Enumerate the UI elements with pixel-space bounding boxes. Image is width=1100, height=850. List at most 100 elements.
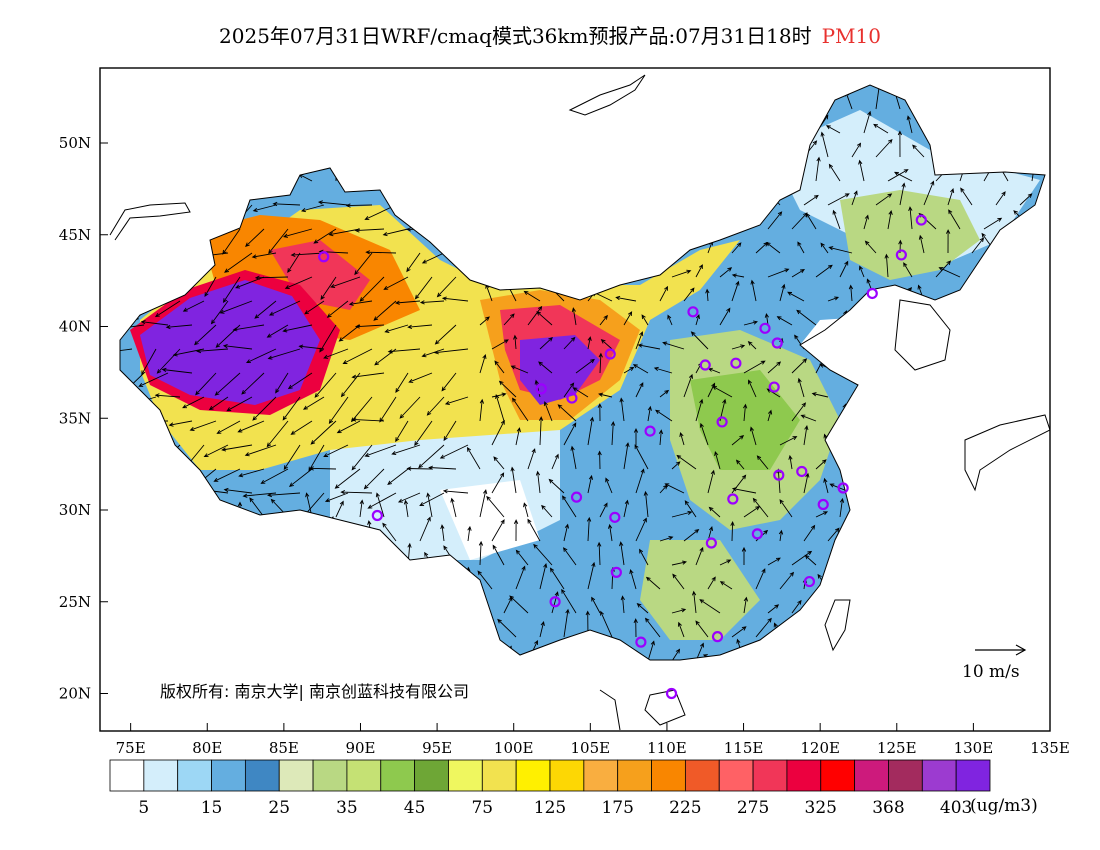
wind-arrow: [597, 541, 602, 566]
wind-arrow: [539, 620, 545, 638]
colorbar-tick-label: 368: [872, 798, 904, 818]
wind-arrow: [755, 568, 766, 590]
bohai-sea: [800, 318, 852, 370]
wind-arrow: [644, 617, 661, 638]
wind-arrow: [498, 380, 517, 398]
taiwan-island: [824, 599, 851, 652]
wind-arrow: [509, 595, 529, 614]
wind-arrow: [587, 416, 595, 446]
hainan-island: [644, 689, 686, 726]
wind-arrow: [491, 519, 505, 542]
station-marker: [773, 469, 785, 481]
wind-arrow: [515, 549, 529, 566]
wind-arrow: [214, 372, 241, 396]
wind-arrow: [695, 620, 709, 638]
wind-arrow: [399, 396, 421, 419]
wind-arrow: [947, 188, 955, 206]
wind-arrow: [407, 324, 433, 330]
wind-arrow: [302, 396, 325, 410]
lon-tick-label: 100E: [494, 739, 534, 757]
wind-arrow: [800, 414, 817, 422]
wind-arrow: [538, 416, 544, 446]
wind-arrow: [887, 209, 893, 230]
map-frame: [99, 67, 1051, 732]
wind-arrow: [538, 361, 553, 374]
station-marker: [768, 381, 780, 393]
latitude-labels: 50N 45N 40N 35N 30N 25N 20N: [59, 134, 91, 703]
wind-arrow: [237, 420, 265, 433]
wind-arrow: [479, 354, 487, 374]
wind-arrow: [466, 446, 481, 470]
wind-arrow: [1065, 234, 1068, 253]
wind-arrow: [557, 404, 577, 422]
wind-arrow: [232, 324, 265, 332]
station-marker: [566, 392, 578, 404]
wind-arrow: [767, 361, 782, 374]
station-marker: [771, 337, 783, 349]
wind-arrow: [203, 444, 229, 458]
wind-arrow: [354, 252, 373, 276]
wind-arrow: [598, 352, 603, 374]
wind-arrow: [731, 626, 747, 638]
wind-arrow: [434, 324, 457, 345]
wind-arrow: [319, 324, 337, 353]
japan-islands: [964, 414, 1050, 492]
wind-arrow: [154, 393, 181, 398]
wind-arrow: [382, 228, 409, 237]
wind-arrow: [788, 454, 793, 470]
wind-arrow: [345, 203, 373, 208]
wind-arrow: [260, 468, 289, 484]
wind-arrow: [756, 455, 769, 470]
wind-arrow: [252, 396, 277, 421]
wind-arrow: [539, 562, 548, 590]
wind-scale-reference: 10 m/s: [962, 644, 1027, 682]
wind-arrow: [749, 426, 757, 446]
colorbar-swatch: [278, 759, 314, 792]
wind-arrow: [600, 610, 613, 638]
station-marker: [866, 287, 878, 300]
wind-arrow: [643, 490, 649, 518]
wind-arrow: [493, 456, 505, 470]
wind-arrow: [743, 320, 758, 326]
lat-tick-label: 40N: [59, 318, 91, 336]
south-china-moderate-area: [640, 540, 760, 640]
wind-arrow: [288, 468, 313, 487]
wind-arrow: [375, 492, 385, 518]
wind-arrow: [743, 403, 748, 422]
wind-arrow: [695, 264, 703, 278]
wind-arrow: [1064, 434, 1068, 445]
lat-tick-label: 20N: [59, 685, 91, 703]
wind-arrow: [394, 300, 421, 305]
wind-arrow: [563, 422, 577, 446]
colorbar-tick-label: 275: [737, 798, 769, 818]
station-marker: [635, 636, 647, 648]
wind-arrow: [752, 497, 769, 518]
wind-arrow: [671, 510, 693, 518]
wind-arrow: [467, 525, 472, 542]
wind-arrow: [478, 540, 484, 566]
wind-arrow: [495, 394, 505, 422]
wind-arrow: [272, 201, 301, 207]
wind-arrow: [731, 344, 746, 350]
wind-arrow: [503, 596, 513, 614]
colorbar-swatch: [177, 759, 212, 792]
wind-arrow: [226, 396, 253, 412]
wind-arrow: [492, 544, 505, 566]
wind-arrow: [923, 180, 935, 206]
wind-arrow: [328, 228, 361, 237]
wind-arrow: [708, 506, 721, 518]
wind-arrow: [633, 427, 639, 445]
wind-arrow: [848, 284, 854, 302]
wind-arrow: [563, 336, 576, 350]
wind-arrow: [863, 214, 869, 230]
wind-arrow: [755, 617, 772, 638]
wind-arrow: [161, 367, 193, 374]
station-marker: [687, 306, 699, 318]
wind-arrow: [796, 309, 817, 326]
wind-arrow: [527, 448, 536, 470]
wind-arrow: [245, 228, 265, 248]
wind-arrow: [839, 260, 849, 278]
wind-arrow: [671, 461, 681, 470]
wind-arrow: [403, 499, 409, 518]
wind-arrow: [912, 144, 925, 158]
